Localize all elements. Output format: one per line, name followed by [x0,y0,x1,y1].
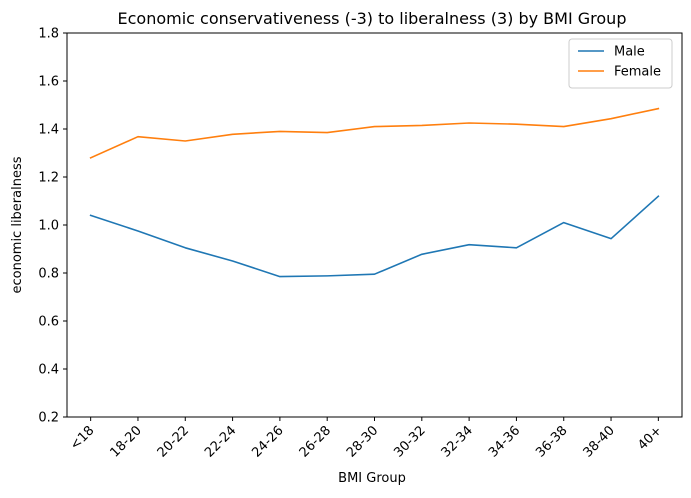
y-tick-label: 0.8 [38,267,59,282]
x-tick-label: <18 [67,423,97,453]
x-tick-label: 18-20 [107,423,144,460]
x-axis-label: BMI Group [338,471,406,486]
y-tick-label: 1.0 [38,219,59,234]
x-tick-label: 22-24 [202,423,239,460]
x-tick-label: 20-22 [155,423,192,460]
x-tick-label: 40+ [635,423,665,453]
chart-title: Economic conservativeness (-3) to libera… [118,9,627,28]
plot-frame [66,32,683,418]
y-tick-label: 1.2 [38,171,59,186]
series-line-male [89,195,660,278]
y-axis-label: economic liberalness [10,156,25,293]
x-tick-label: 38-40 [581,423,618,460]
x-tick-label: 36-38 [533,423,570,460]
x-tick-label: 24-26 [249,423,286,460]
y-tick-label: 1.6 [38,75,59,90]
y-tick-label: 0.6 [38,315,59,330]
y-tick-label: 0.4 [38,363,59,378]
series-line-female [89,107,660,159]
chart-legend: Male Female [568,38,673,89]
x-tick-label: 32-34 [439,423,476,460]
y-tick-label: 0.2 [38,411,59,426]
x-tick-label: 34-36 [486,423,523,460]
legend-label-male: Male [614,45,645,60]
plot-area: 0.2 0.4 0.6 0.8 1.0 1.2 1.4 1.6 1.8 <18 18-20 20-22… [38,27,683,461]
y-tick-label: 1.8 [38,27,59,42]
x-tick-label: 28-30 [344,423,381,460]
y-tick-label: 1.4 [38,123,59,138]
x-tick-label: 26-28 [297,423,334,460]
legend-label-female: Female [614,65,661,80]
x-tick-label: 30-32 [391,423,428,460]
